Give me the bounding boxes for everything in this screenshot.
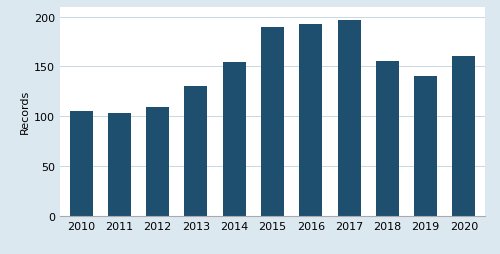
Bar (70, 112, 92, 216)
Bar (452, 57, 475, 216)
Bar (146, 108, 169, 216)
Bar (376, 62, 399, 216)
Y-axis label: Records: Records (20, 90, 30, 134)
Bar (184, 87, 208, 216)
Bar (338, 21, 360, 216)
Bar (108, 114, 131, 216)
Bar (222, 63, 246, 216)
Bar (300, 24, 322, 216)
Bar (414, 77, 437, 216)
Bar (261, 27, 284, 216)
